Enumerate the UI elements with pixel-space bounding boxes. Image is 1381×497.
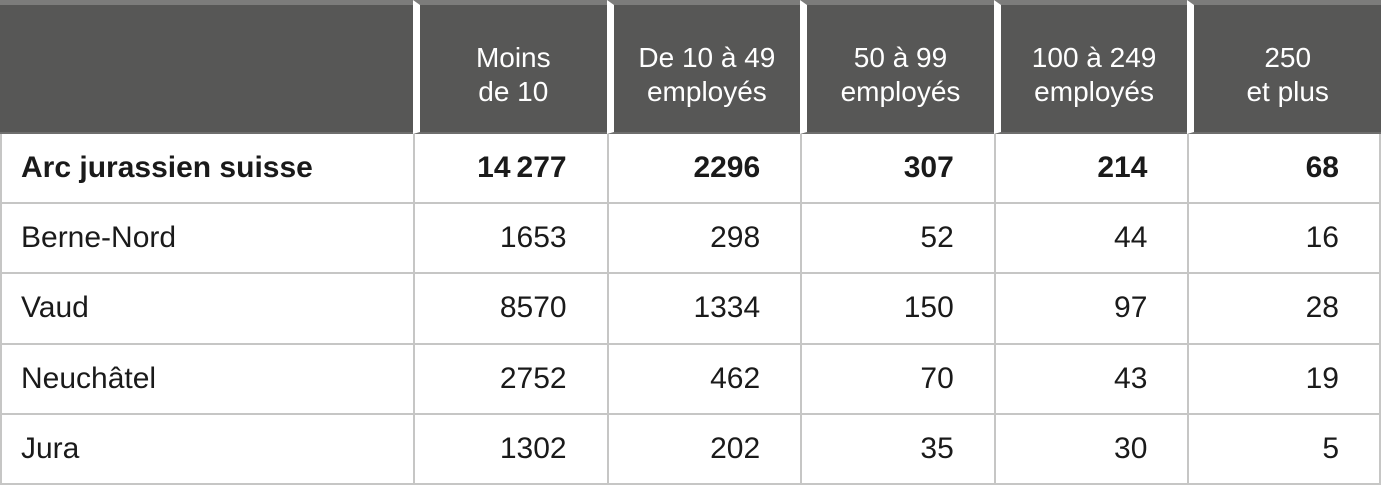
column-header-50-99: 50 à 99 employés: [800, 0, 994, 134]
cell-value: 8570: [413, 274, 607, 343]
row-label: Jura: [0, 414, 413, 483]
cell-value: 35: [800, 414, 994, 483]
cell-value: 5: [1187, 414, 1381, 483]
cell-value: 70: [800, 344, 994, 413]
cell-value: 1334: [606, 274, 801, 343]
cell-value: 28: [1187, 274, 1381, 343]
cell-value: 30: [993, 414, 1188, 483]
cell-value: 2296: [606, 134, 801, 203]
table-header-row: Moins de 10 De 10 à 49 employés 50 à 99 …: [0, 0, 1381, 134]
cell-value: 1653: [413, 204, 607, 273]
column-header-250-plus: 250 et plus: [1187, 0, 1381, 134]
table-row: Jura 1302 202 35 30 5: [0, 414, 1381, 485]
cell-value: 44: [993, 204, 1188, 273]
column-header-line: de 10: [478, 75, 549, 107]
cell-value: 19: [1187, 344, 1381, 413]
row-label: Berne-Nord: [0, 204, 413, 273]
cell-value: 43: [993, 344, 1188, 413]
cell-value: 202: [606, 414, 801, 483]
column-header-line: et plus: [1246, 75, 1329, 107]
cell-value: 307: [800, 134, 994, 203]
column-header-100-249: 100 à 249 employés: [993, 0, 1188, 134]
column-header-line: Moins: [475, 41, 551, 73]
table-row-total: Arc jurassien suisse 14 277 2296 307 214…: [0, 134, 1381, 205]
cell-value: 68: [1187, 134, 1381, 203]
cell-value: 14 277: [413, 134, 607, 203]
column-header-moins-de-10: Moins de 10: [413, 0, 607, 134]
cell-value: 462: [606, 344, 801, 413]
column-header-line: employés: [646, 75, 767, 107]
cell-value: 150: [800, 274, 994, 343]
table-row: Vaud 8570 1334 150 97 28: [0, 274, 1381, 345]
column-header-line: 250: [1264, 41, 1312, 73]
row-label: Vaud: [0, 274, 413, 343]
column-header-line: 100 à 249: [1031, 41, 1157, 73]
table-row: Berne-Nord 1653 298 52 44 16: [0, 204, 1381, 275]
cell-value: 2752: [413, 344, 607, 413]
row-label: Arc jurassien suisse: [0, 134, 413, 203]
column-header-10-49: De 10 à 49 employés: [606, 0, 801, 134]
column-header-line: 50 à 99: [853, 41, 948, 73]
cell-value: 97: [993, 274, 1188, 343]
cell-value: 298: [606, 204, 801, 273]
cell-value: 52: [800, 204, 994, 273]
row-label: Neuchâtel: [0, 344, 413, 413]
column-header-line: employés: [1034, 75, 1155, 107]
column-header-line: employés: [840, 75, 961, 107]
column-header-line: De 10 à 49: [638, 41, 776, 73]
cell-value: 214: [993, 134, 1188, 203]
cell-value: 1302: [413, 414, 607, 483]
table-row: Neuchâtel 2752 462 70 43 19: [0, 344, 1381, 415]
cell-value: 16: [1187, 204, 1381, 273]
header-cell-empty: [0, 0, 413, 134]
